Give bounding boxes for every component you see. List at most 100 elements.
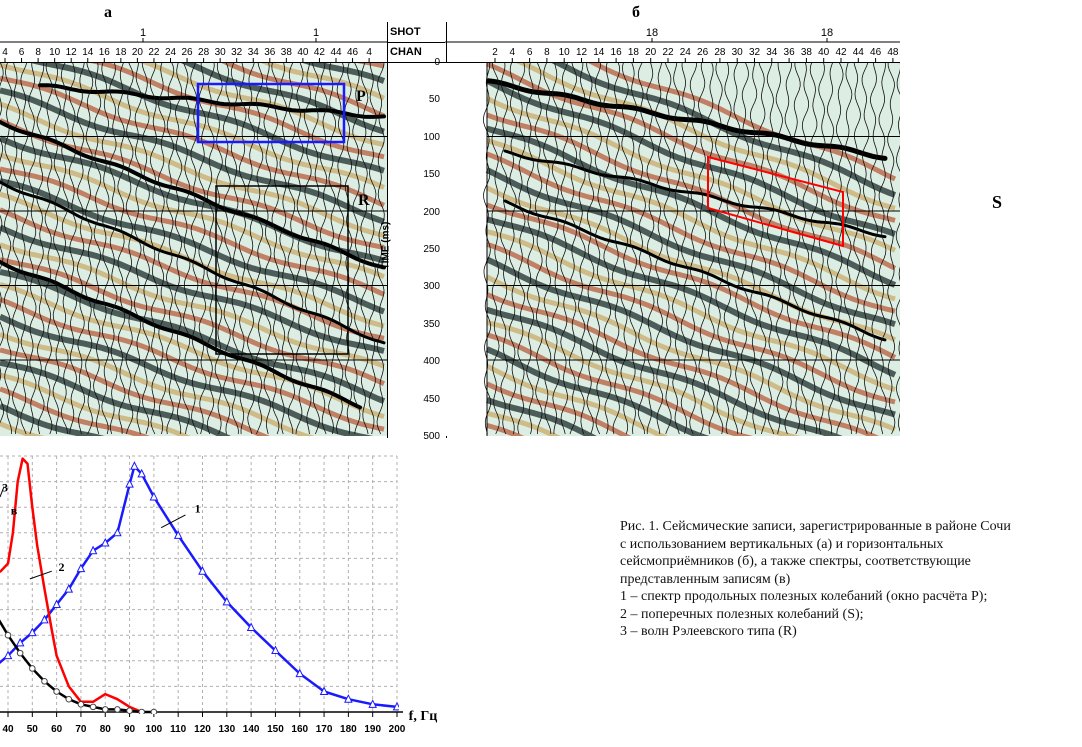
seismic-trace — [818, 62, 827, 435]
seismogram-horizontal-panel — [445, 62, 900, 436]
seismic-reflection-band — [486, 306, 843, 436]
channel-tick-label: 40 — [297, 47, 309, 58]
seismic-reflection-band — [486, 241, 896, 405]
seismic-trace — [190, 62, 199, 435]
channel-tick-label: 42 — [314, 47, 326, 58]
time-tick-label: 250 — [423, 244, 440, 255]
series-point-1 — [198, 566, 207, 575]
seismic-reflection-band — [485, 167, 896, 328]
time-tick-label: 100 — [423, 131, 440, 143]
seismic-reflection-band — [258, 62, 386, 101]
seismogram-vertical-panel — [0, 62, 387, 436]
seismic-reflection-band — [0, 135, 385, 264]
seismic-trace — [336, 62, 345, 435]
seismic-reflection-band — [0, 101, 385, 238]
seismic-trace — [603, 62, 612, 435]
channel-tick-label: 46 — [347, 47, 359, 58]
channel-tick-label: 16 — [611, 47, 623, 58]
channel-tick-label: 24 — [680, 47, 692, 58]
seismic-reflection-band — [0, 269, 386, 404]
panel-b-letter: б — [632, 4, 640, 21]
channel-tick-label: 38 — [281, 47, 293, 58]
channel-tick-label: 36 — [784, 47, 796, 58]
channel-tick-label: 46 — [870, 47, 882, 58]
series-point-1 — [271, 645, 280, 655]
x-axis-title: f, Гц — [409, 709, 438, 724]
seismic-reflection-band — [486, 202, 897, 360]
seismic-trace — [287, 62, 296, 435]
channel-tick-label: 30 — [215, 47, 227, 58]
seismic-trace — [586, 62, 595, 435]
series-point-3 — [101, 706, 109, 713]
seismic-trace — [295, 62, 304, 435]
seismic-trace — [852, 62, 861, 435]
seismic-trace — [327, 62, 336, 435]
series-point-1 — [149, 491, 159, 501]
seismic-trace — [680, 62, 689, 435]
seismic-trace — [149, 62, 159, 435]
channel-tick-label: 8 — [544, 47, 550, 58]
channel-tick-label: 4 — [510, 47, 516, 58]
series-point-1 — [64, 584, 74, 593]
seismic-trace — [611, 62, 621, 435]
series-point-1 — [88, 545, 98, 555]
seismic-trace — [740, 62, 750, 435]
channel-tick-label: 28 — [714, 47, 726, 58]
seismic-trace — [255, 62, 264, 435]
seismic-reflection-band — [486, 397, 597, 436]
time-tick-label: 0 — [434, 57, 440, 68]
seismic-trace — [543, 62, 552, 435]
seismic-reflection-band — [486, 151, 896, 314]
time-tick-label: 500 — [423, 431, 440, 442]
x-tick-label: 100 — [146, 724, 163, 735]
shot-value: 1 — [313, 27, 319, 39]
seismic-trace — [174, 62, 183, 435]
seismic-trace — [672, 62, 681, 435]
seismic-reflection-band — [485, 256, 896, 418]
seismic-trace — [28, 62, 37, 435]
caption-line: 3 – волн Рэлеевского типа (R) — [620, 624, 797, 639]
time-tick-label: 150 — [423, 169, 440, 181]
caption-line: Рис. 1. Сейсмические записи, зарегистрир… — [620, 519, 1011, 534]
x-tick-label: 60 — [51, 724, 63, 735]
seismic-color-bands — [0, 62, 386, 436]
seismic-strong-event — [503, 149, 887, 239]
seismic-strong-event — [38, 83, 386, 119]
seismic-reflection-band — [486, 138, 896, 302]
seismic-trace — [198, 62, 207, 435]
seismic-trace — [723, 62, 732, 435]
seismic-trace — [0, 62, 5, 424]
x-tick-label: 50 — [27, 724, 39, 735]
seismic-traces — [0, 62, 385, 435]
seismic-strong-event — [486, 78, 888, 161]
x-tick-label: 110 — [170, 724, 187, 735]
channel-tick-label: 12 — [66, 47, 78, 58]
time-axis-column — [387, 22, 447, 438]
seismic-trace — [568, 62, 578, 435]
seismic-trace — [271, 62, 280, 435]
seismic-reflection-band — [0, 62, 386, 190]
seismic-trace — [732, 62, 741, 435]
series-label-3-leader — [0, 486, 5, 498]
seismic-reflection-band — [0, 372, 191, 436]
seismic-reflection-band — [178, 62, 385, 135]
r-wave-window — [215, 185, 349, 355]
panel-b-header: 18 18 2 4 6 8 10 12 14 16 18 20 22 24 26 28 30 32 34 36 38 40… — [445, 22, 900, 63]
series-point-1 — [137, 468, 147, 478]
seismic-reflection-band — [27, 62, 385, 174]
seismic-strong-event — [0, 260, 362, 410]
series-point-3 — [114, 706, 121, 713]
seismic-trace — [758, 62, 767, 435]
series-point-1 — [344, 694, 353, 703]
seismic-strong-event — [503, 199, 887, 342]
series-label-1-leader — [160, 514, 186, 529]
channel-tick-label: 32 — [749, 47, 761, 58]
seismic-reflection-band — [137, 62, 385, 148]
x-tick-label: 140 — [243, 724, 260, 735]
channel-tick-label: 34 — [766, 47, 778, 58]
series-point-1 — [125, 479, 134, 488]
seismic-trace — [689, 62, 698, 435]
x-tick-label: 70 — [75, 724, 87, 735]
seismic-trace — [206, 62, 215, 435]
seismic-strong-event — [0, 120, 386, 270]
